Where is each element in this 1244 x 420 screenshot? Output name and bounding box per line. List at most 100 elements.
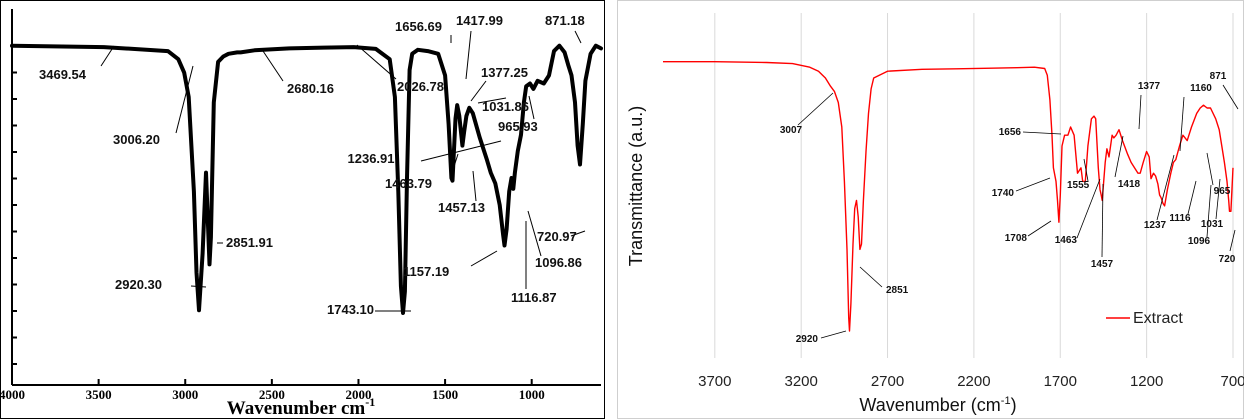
x-tick-label: 4000 [0, 387, 25, 402]
peak-annotation: 1031.86 [477, 97, 529, 114]
x-axis-title: Wavenumber cm-1 [227, 395, 375, 419]
leader-line [1101, 183, 1104, 258]
leader-line [262, 50, 284, 82]
peak-label: 1656 [999, 127, 1022, 138]
peak-annotation: 1656.69 [395, 19, 452, 43]
peak-label: 1116 [1169, 213, 1191, 224]
peak-annotation: 1237 [1144, 154, 1175, 231]
peak-annotation: 1116.87 [511, 221, 557, 305]
leader-line [1222, 84, 1239, 110]
spectrum-line-extract [663, 61, 1234, 332]
peak-label: 871.18 [545, 13, 585, 28]
peak-label: 871 [1210, 71, 1227, 82]
peak-label: 965.93 [498, 119, 538, 134]
x-tick-label: 3500 [86, 387, 112, 402]
peak-annotation: 2920 [796, 330, 847, 345]
leader-line [820, 330, 847, 339]
peak-annotation: 1160 [1179, 83, 1212, 152]
x-tick-label: 3700 [698, 373, 731, 390]
leader-line [1114, 135, 1124, 178]
peak-label: 965 [1214, 186, 1231, 197]
peak-annotation: 3007 [780, 92, 834, 136]
x-tick-label: 2000 [345, 387, 371, 402]
x-tick-label: 3200 [784, 373, 817, 390]
peak-label: 1377 [1138, 81, 1161, 92]
spectrum-line [10, 43, 603, 315]
peak-label: 1031.86 [482, 99, 529, 114]
peak-annotation: 720.97 [537, 229, 586, 244]
leader-line [1187, 180, 1197, 215]
peak-label: 1740 [992, 188, 1015, 199]
peak-annotation: 1708 [1005, 220, 1052, 244]
x-axis-title: Wavenumber (cm-1) [859, 395, 1016, 415]
peak-label: 3469.54 [39, 67, 87, 82]
leader-line [1206, 152, 1214, 186]
x-tick-label: 1200 [1130, 373, 1163, 390]
y-axis-title: Transmittance (a.u.) [626, 106, 646, 266]
peak-label: 1236.91 [348, 151, 395, 166]
peak-annotation: 1116 [1169, 180, 1197, 224]
ftir-chart-right: 3700 3200 2700 2200 1700 1200 700 3007 2920 2851… [617, 0, 1244, 419]
leader-line [1022, 131, 1062, 135]
leader-line [356, 44, 397, 80]
peak-label: 2680.16 [287, 81, 334, 96]
peak-annotation: 1463 [1055, 178, 1101, 246]
peak-label: 1457.13 [438, 200, 485, 215]
peak-label: 720.97 [537, 229, 577, 244]
leader-line [1015, 177, 1051, 192]
peak-annotation: 2920.30 [115, 277, 207, 292]
peak-annotation: 1740 [992, 177, 1051, 199]
leader-line [470, 80, 487, 102]
legend-label: Extract [1133, 310, 1183, 327]
x-tick-label: 2500 [259, 387, 285, 402]
peak-label: 1417.99 [456, 13, 503, 28]
leader-line [859, 266, 883, 288]
peak-label: 2920 [796, 334, 819, 345]
peak-annotation: 1157.19 [403, 250, 498, 279]
leader-line [1076, 178, 1101, 239]
peak-annotation: 1457 [1091, 183, 1114, 270]
x-tick-label: 1000 [519, 387, 545, 402]
leader-line [465, 30, 472, 80]
leader-line [450, 153, 459, 177]
peak-label: 1096 [1188, 236, 1211, 247]
peak-label: 1656.69 [395, 19, 442, 34]
leader-line [574, 30, 582, 44]
peak-label: 3006.20 [113, 132, 160, 147]
peak-annotation: 965.93 [498, 95, 538, 134]
leader-line [1229, 229, 1236, 252]
leader-line [175, 65, 194, 134]
peak-annotation: 1377.25 [470, 65, 528, 102]
leader-line [472, 170, 477, 202]
leader-line [1156, 154, 1175, 221]
peak-annotation: 720 [1219, 229, 1236, 265]
leader-line [470, 250, 498, 267]
peak-label: 2920.30 [115, 277, 162, 292]
peak-label: 1157.19 [403, 264, 449, 279]
peak-label: 2851.91 [226, 235, 273, 250]
legend: Extract [1106, 310, 1183, 327]
peak-annotation: 2026.78 [356, 44, 444, 94]
peak-annotation: 2851 [859, 266, 909, 296]
peak-label: 2026.78 [397, 79, 444, 94]
leader-line [1083, 158, 1089, 182]
ftir-plot-left: 4000 3500 3000 2500 2000 1500 1000 3469.54 3006… [0, 9, 603, 419]
leader-line [1215, 178, 1221, 220]
peak-label: 1031 [1201, 219, 1224, 230]
peak-label: 1096.86 [535, 255, 582, 270]
leader-line [420, 140, 502, 162]
peak-annotation: 1031 [1201, 178, 1224, 230]
x-tick-label: 2700 [871, 373, 904, 390]
peak-annotation: 3469.54 [39, 45, 115, 82]
peak-label: 1160 [1190, 83, 1212, 94]
peak-label: 1116.87 [511, 290, 557, 305]
peak-label: 1377.25 [481, 65, 528, 80]
peak-label: 1708 [1005, 233, 1028, 244]
leader-line [1206, 184, 1212, 238]
x-tick-label: 2200 [957, 373, 990, 390]
leader-line [1138, 94, 1142, 130]
peak-label: 1555 [1067, 180, 1090, 191]
peak-label: 1463 [1055, 235, 1078, 246]
leader-line [570, 230, 586, 237]
peak-annotation: 3006.20 [113, 65, 194, 147]
